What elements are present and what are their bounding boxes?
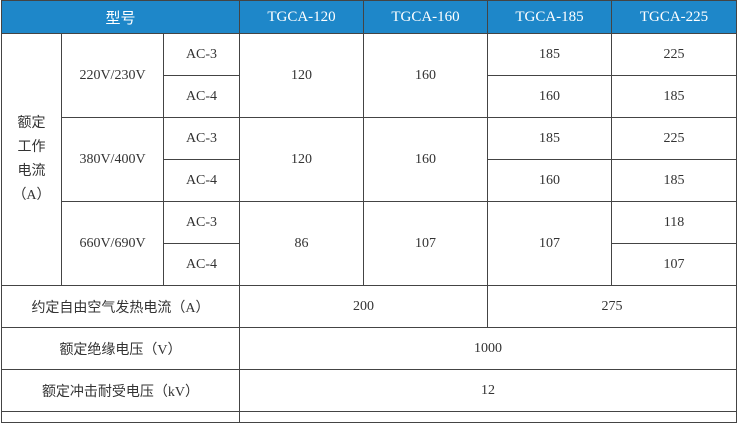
category-cell: AC-3 xyxy=(163,117,240,160)
value-cell: 200 xyxy=(239,285,488,328)
value-cell: 185 xyxy=(611,75,737,118)
table-row: 660V/690V AC-3 86 107 107 118 xyxy=(2,201,737,286)
header-tgca-120: TGCA-120 xyxy=(239,0,364,34)
value-cell: 225 xyxy=(611,117,737,160)
voltage-cell: 660V/690V xyxy=(61,201,164,286)
table-row: 380V/400V AC-3 120 160 185 225 xyxy=(2,117,737,202)
value-cell: 107 xyxy=(363,201,488,286)
category-cell: AC-4 xyxy=(163,159,240,202)
value-cell: 12 xyxy=(239,369,737,412)
table-row: AC-4 160 185 xyxy=(2,75,737,118)
free-air-current-row: 约定自由空气发热电流（A） 200 275 xyxy=(1,285,737,328)
table-row: 额定 工作 电流 （A） 220V/230V AC-3 120 160 185 … xyxy=(1,33,737,286)
label-line: 额定 xyxy=(17,115,46,131)
voltage-cell: 220V/230V xyxy=(61,33,164,118)
header-tgca-225: TGCA-225 xyxy=(611,0,737,34)
empty-cell xyxy=(1,411,240,423)
rated-current-label: 额定 工作 电流 （A） xyxy=(1,33,62,286)
row-label: 额定冲击耐受电压（kV） xyxy=(1,369,240,412)
value-cell: 160 xyxy=(487,159,612,202)
value-cell: 118 xyxy=(611,201,737,244)
row-label: 约定自由空气发热电流（A） xyxy=(1,285,240,328)
header-row: 型号 TGCA-120 TGCA-160 TGCA-185 TGCA-225 xyxy=(1,0,737,34)
category-cell: AC-3 xyxy=(163,201,240,244)
value-cell: 120 xyxy=(239,33,364,118)
label-line: 工作 xyxy=(17,139,46,155)
value-cell: 1000 xyxy=(239,327,737,370)
value-cell: 107 xyxy=(611,243,737,286)
value-cell: 160 xyxy=(363,33,488,118)
row-label: 额定绝缘电压（V） xyxy=(1,327,240,370)
insulation-voltage-row: 额定绝缘电压（V） 1000 xyxy=(1,327,737,370)
empty-cell xyxy=(239,411,737,423)
label-line: 电流 xyxy=(17,163,46,179)
impulse-voltage-row: 额定冲击耐受电压（kV） 12 xyxy=(1,369,737,412)
value-cell: 160 xyxy=(487,75,612,118)
value-cell: 275 xyxy=(487,285,737,328)
header-model: 型号 xyxy=(1,0,240,34)
label-line: （A） xyxy=(12,187,51,203)
value-cell: 185 xyxy=(487,33,612,76)
table-row xyxy=(1,411,737,423)
category-cell: AC-4 xyxy=(163,75,240,118)
value-cell: 225 xyxy=(611,33,737,76)
value-cell: 160 xyxy=(363,117,488,202)
value-cell: 185 xyxy=(487,117,612,160)
value-cell: 185 xyxy=(611,159,737,202)
category-cell: AC-3 xyxy=(163,33,240,76)
voltage-cell: 380V/400V xyxy=(61,117,164,202)
header-tgca-160: TGCA-160 xyxy=(363,0,488,34)
table-row: AC-4 160 185 xyxy=(2,159,737,202)
header-tgca-185: TGCA-185 xyxy=(487,0,612,34)
value-cell: 86 xyxy=(239,201,364,286)
value-cell: 120 xyxy=(239,117,364,202)
category-cell: AC-4 xyxy=(163,243,240,286)
table-row: AC-4 107 xyxy=(2,243,737,286)
value-cell: 107 xyxy=(487,201,612,286)
